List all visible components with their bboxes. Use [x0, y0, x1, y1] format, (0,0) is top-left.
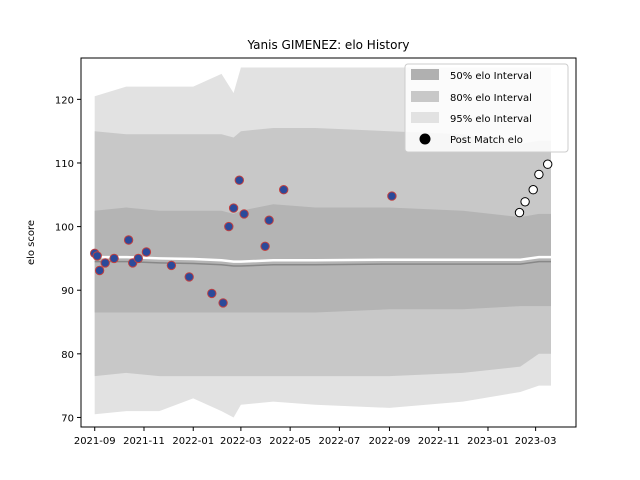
x-tick-label: 2022-09: [369, 436, 411, 447]
elo-point-historical: [264, 215, 274, 225]
elo-point-recent: [543, 159, 553, 169]
x-tick-label: 2022-07: [319, 436, 361, 447]
x-tick-label: 2022-01: [172, 436, 214, 447]
x-tick-label: 2022-11: [418, 436, 460, 447]
elo-point-historical: [94, 265, 105, 276]
x-tick-label: 2023-01: [467, 436, 509, 447]
band-median-highlight: [94, 255, 551, 263]
x-tick-label: 2023-03: [515, 436, 557, 447]
elo-point-historical: [184, 272, 194, 282]
band-50: [94, 204, 551, 313]
elo-point-historical: [207, 288, 217, 299]
y-tick-label: 70: [61, 413, 74, 424]
legend-box: [404, 63, 569, 153]
legend-label-post-match: Post Match elo: [450, 135, 523, 146]
elo-point-historical: [224, 221, 234, 232]
elo-point-historical: [387, 191, 397, 201]
elo-point-historical: [279, 185, 289, 195]
elo-point-historical: [100, 258, 110, 268]
elo-point-historical: [141, 247, 152, 257]
legend-label-50: 50% elo Interval: [450, 71, 532, 82]
chart-title: Yanis GIMENEZ: elo History: [246, 38, 409, 52]
elo-point-historical: [228, 203, 239, 213]
x-tick-label: 2021-11: [123, 436, 165, 447]
elo-point-historical: [92, 251, 102, 261]
post-match-points: [90, 159, 553, 308]
band-median-line: [94, 260, 551, 267]
y-tick-label: 100: [55, 223, 74, 234]
elo-point-historical: [123, 235, 134, 245]
elo-point-recent: [528, 185, 538, 195]
x-tick-label: 2022-05: [269, 436, 311, 447]
elo-point-recent: [534, 169, 544, 180]
y-axis-label: elo score: [26, 220, 37, 265]
elo-point-historical: [133, 253, 144, 264]
x-axis-ticks: 2021-09 2021-11 2022-01 2022-03 2022-05 2022-…: [74, 427, 557, 447]
legend-swatch-95: [411, 112, 439, 123]
confidence-bands: [94, 67, 551, 418]
elo-point-historical: [239, 209, 249, 219]
legend-label-80: 80% elo Interval: [450, 93, 532, 104]
legend: 50% elo Interval 80% elo Interval 95% el…: [404, 63, 569, 153]
x-tick-label: 2022-03: [220, 436, 262, 447]
legend-swatch-50: [411, 69, 439, 80]
elo-point-historical: [109, 253, 119, 264]
legend-label-95: 95% elo Interval: [450, 114, 532, 125]
elo-point-historical: [166, 260, 177, 271]
y-axis-ticks: 70 80 90 100 110 120: [55, 95, 81, 424]
y-tick-label: 90: [61, 286, 74, 297]
legend-swatch-80: [411, 91, 439, 102]
elo-point-recent: [514, 207, 525, 218]
elo-point-historical: [234, 175, 245, 185]
plot-frame: [80, 57, 577, 428]
elo-point-recent: [520, 197, 530, 207]
elo-point-historical: [260, 241, 270, 252]
elo-point-historical: [218, 298, 228, 308]
y-tick-label: 110: [55, 159, 74, 170]
y-tick-label: 120: [55, 95, 74, 106]
y-tick-label: 80: [61, 350, 74, 361]
x-tick-label: 2021-09: [74, 436, 116, 447]
legend-marker-post-match: [419, 133, 431, 145]
